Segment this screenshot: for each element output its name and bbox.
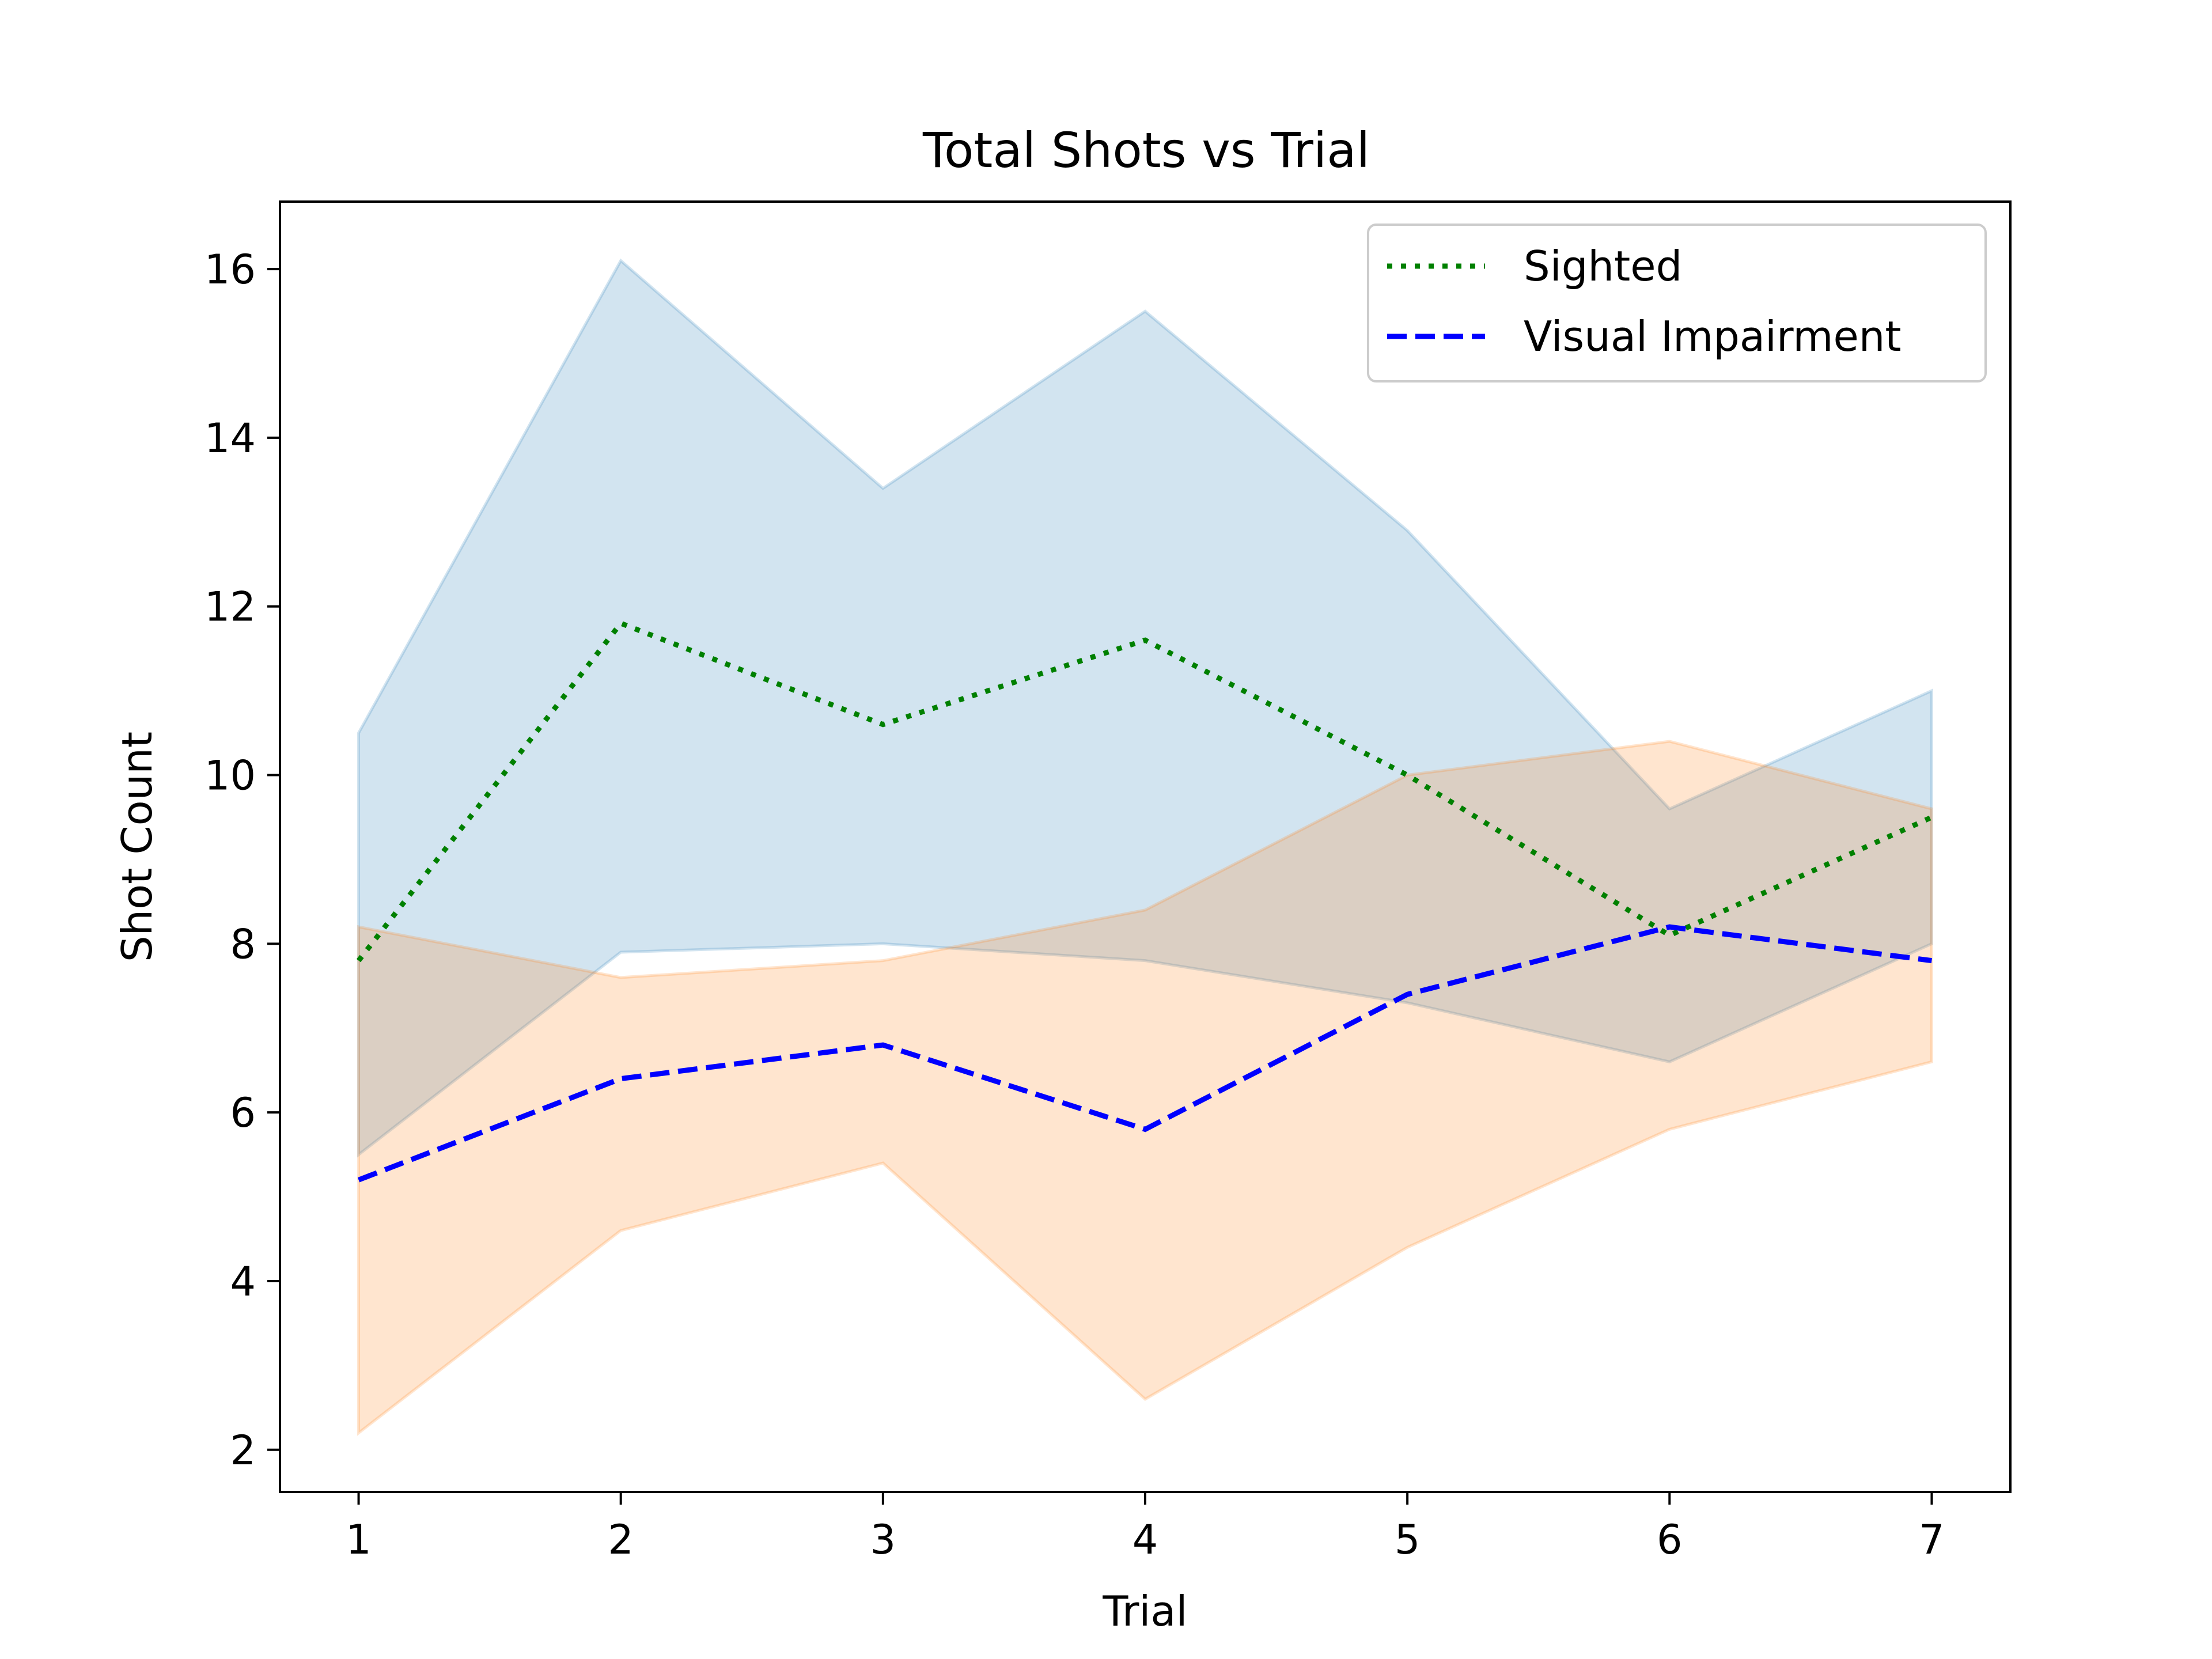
- x-axis-label: Trial: [1102, 1587, 1187, 1635]
- x-tick-label: 3: [870, 1516, 896, 1563]
- y-tick-label: 14: [204, 415, 256, 462]
- x-tick-label: 1: [346, 1516, 372, 1563]
- y-tick-label: 4: [230, 1258, 256, 1305]
- y-axis-label: Shot Count: [113, 732, 161, 962]
- x-axis: 1 2 3 4 5 6 7: [346, 1492, 1945, 1563]
- y-tick-label: 6: [230, 1089, 256, 1137]
- line-sighted: [356, 620, 1933, 963]
- x-tick-label: 4: [1132, 1516, 1158, 1563]
- legend: Sighted Visual Impairment: [1367, 224, 1987, 382]
- y-tick-label: 16: [204, 246, 256, 293]
- x-tick-label: 6: [1657, 1516, 1683, 1563]
- band-visual-impairment: [357, 740, 1933, 1436]
- x-tick-label: 7: [1919, 1516, 1945, 1563]
- legend-label-visual-impairment: Visual Impairment: [1524, 312, 1902, 361]
- x-tick-label: 5: [1395, 1516, 1421, 1563]
- band-sighted: [357, 258, 1933, 1158]
- legend-label-sighted: Sighted: [1524, 242, 1682, 290]
- confidence-bands: [357, 258, 1933, 1436]
- series-lines: [356, 620, 1933, 1183]
- y-tick-label: 2: [230, 1427, 256, 1474]
- y-tick-label: 10: [204, 752, 256, 800]
- y-tick-label: 12: [204, 584, 256, 631]
- chart-title: Total Shots vs Trial: [922, 122, 1370, 179]
- line-visual-impairment: [357, 924, 1933, 1183]
- legend-item-visual-impairment: Visual Impairment: [1387, 312, 1902, 361]
- y-tick-label: 8: [230, 921, 256, 968]
- legend-item-sighted: Sighted: [1387, 242, 1682, 290]
- legend-box: [1367, 224, 1987, 382]
- y-axis: 2 4 6 8 10 12 14 16: [204, 246, 280, 1474]
- x-tick-label: 2: [608, 1516, 634, 1563]
